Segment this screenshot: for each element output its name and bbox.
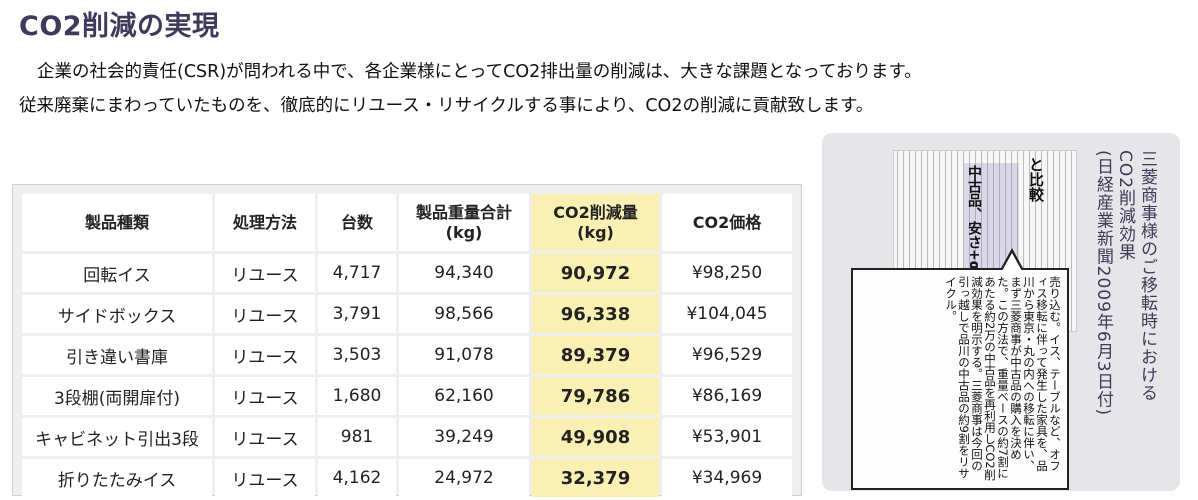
cell-weight: 94,340 — [399, 254, 529, 292]
cell-price: ¥34,969 — [662, 459, 792, 497]
cell-weight: 91,078 — [399, 336, 529, 374]
cell-units: 1,680 — [318, 377, 396, 415]
clipping-caption-line3: (日経産業新聞2009年6月3日付) — [1093, 150, 1113, 417]
table-row: 折りたたみイス リユース 4,162 24,972 32,379 ¥34,969 — [22, 459, 792, 497]
header-weight-line1: 製品重量合計 — [415, 202, 512, 222]
cell-co2: 32,379 — [532, 459, 659, 497]
table-row: キャビネット引出3段 リユース 981 39,249 49,908 ¥53,90… — [22, 418, 792, 456]
cell-co2: 49,908 — [532, 418, 659, 456]
table-row: サイドボックス リユース 3,791 98,566 96,338 ¥104,04… — [22, 295, 792, 333]
cell-method: リユース — [215, 254, 315, 292]
cell-co2: 96,338 — [532, 295, 659, 333]
clipping-caption-line2: CO2削減効果 — [1115, 150, 1135, 262]
clipping-zoom-text: 売り込む。イス、テーブルなど、オフィス移転に伴って発生した家具を、品川から東京・… — [944, 276, 1062, 481]
cell-price: ¥86,169 — [662, 377, 792, 415]
cell-product: サイドボックス — [22, 295, 212, 333]
clipping-zoom-callout: 売り込む。イス、テーブルなど、オフィス移転に伴って発生した家具を、品川から東京・… — [851, 268, 1069, 490]
cell-units: 3,791 — [318, 295, 396, 333]
cell-product: 折りたたみイス — [22, 459, 212, 497]
co2-reduction-table-panel: 製品種類 処理方法 台数 製品重量合計 (kg) CO2削減量 (kg) CO2… — [12, 184, 802, 497]
header-co2-line2: (kg) — [577, 222, 614, 242]
header-method: 処理方法 — [215, 194, 315, 251]
cell-weight: 98,566 — [399, 295, 529, 333]
page-title: CO2削減の実現 — [19, 11, 220, 42]
cell-method: リユース — [215, 295, 315, 333]
cell-method: リユース — [215, 459, 315, 497]
header-co2-line1: CO2削減量 — [553, 202, 638, 222]
cell-price: ¥96,529 — [662, 336, 792, 374]
cell-units: 4,162 — [318, 459, 396, 497]
clipping-caption-line1: 三菱商事様のご移転時における — [1137, 150, 1157, 402]
cell-method: リユース — [215, 377, 315, 415]
clipping-headline-a: と比較 — [1027, 157, 1045, 202]
cell-units: 3,503 — [318, 336, 396, 374]
cell-product: 回転イス — [22, 254, 212, 292]
table-row: 3段棚(両開扉付) リユース 1,680 62,160 79,786 ¥86,1… — [22, 377, 792, 415]
header-price: CO2価格 — [662, 194, 792, 251]
cell-price: ¥104,045 — [662, 295, 792, 333]
cell-product: キャビネット引出3段 — [22, 418, 212, 456]
callout-pointer-fill — [1002, 253, 1022, 271]
cell-co2: 79,786 — [532, 377, 659, 415]
header-weight: 製品重量合計 (kg) — [399, 194, 529, 251]
co2-reduction-table: 製品種類 処理方法 台数 製品重量合計 (kg) CO2削減量 (kg) CO2… — [19, 191, 795, 500]
cell-product: 3段棚(両開扉付) — [22, 377, 212, 415]
cell-weight: 24,972 — [399, 459, 529, 497]
cell-weight: 39,249 — [399, 418, 529, 456]
cell-co2: 89,379 — [532, 336, 659, 374]
cell-units: 4,717 — [318, 254, 396, 292]
header-co2: CO2削減量 (kg) — [532, 194, 659, 251]
cell-co2: 90,972 — [532, 254, 659, 292]
table-row: 引き違い書庫 リユース 3,503 91,078 89,379 ¥96,529 — [22, 336, 792, 374]
cell-price: ¥53,901 — [662, 418, 792, 456]
cell-weight: 62,160 — [399, 377, 529, 415]
cell-method: リユース — [215, 418, 315, 456]
lead-paragraph-2: 従来廃棄にまわっていたものを、徹底的にリユース・リサイクルする事により、CO2の… — [19, 96, 874, 116]
cell-method: リユース — [215, 336, 315, 374]
cell-product: 引き違い書庫 — [22, 336, 212, 374]
table-row: 回転イス リユース 4,717 94,340 90,972 ¥98,250 — [22, 254, 792, 292]
cell-units: 981 — [318, 418, 396, 456]
header-units: 台数 — [318, 194, 396, 251]
table-header-row: 製品種類 処理方法 台数 製品重量合計 (kg) CO2削減量 (kg) CO2… — [22, 194, 792, 251]
cell-price: ¥98,250 — [662, 254, 792, 292]
header-product: 製品種類 — [22, 194, 212, 251]
header-weight-line2: (kg) — [445, 222, 483, 242]
lead-paragraph-1: 企業の社会的責任(CSR)が問われる中で、各企業様にとってCO2排出量の削減は、… — [37, 62, 922, 82]
